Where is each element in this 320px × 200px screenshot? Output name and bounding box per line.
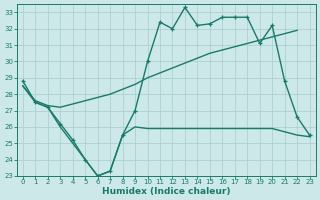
X-axis label: Humidex (Indice chaleur): Humidex (Indice chaleur): [102, 187, 230, 196]
